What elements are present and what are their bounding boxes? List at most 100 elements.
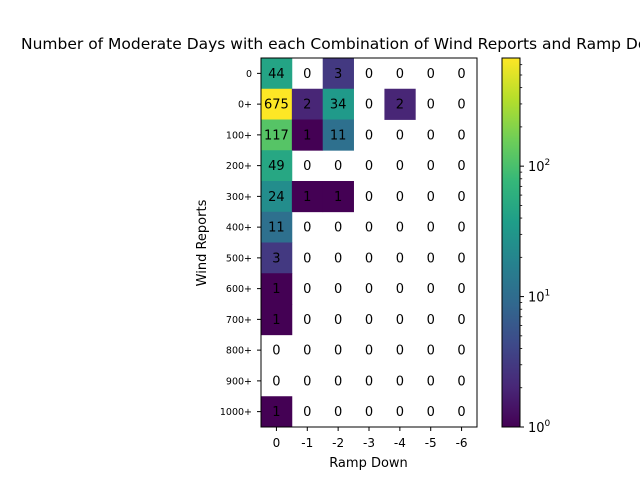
y-axis-label: Wind Reports xyxy=(195,199,210,286)
cell-value-label: 0 xyxy=(427,128,435,143)
cell-value-label: 0 xyxy=(427,159,435,174)
cell-value-label: 34 xyxy=(330,98,347,113)
cell-value-label: 0 xyxy=(457,98,465,113)
y-tick-label: 100+ xyxy=(226,130,252,141)
cell-value-label: 1 xyxy=(272,313,280,328)
heatmap-cell xyxy=(291,88,324,120)
cell-value-label: 44 xyxy=(268,67,285,82)
cell-value-label: 0 xyxy=(457,67,465,82)
cell-value-label: 0 xyxy=(457,251,465,266)
x-tick-label: -4 xyxy=(394,436,406,450)
cell-value-label: 0 xyxy=(365,159,373,174)
cell-value-label: 0 xyxy=(365,282,373,297)
colorbar-tick-label: 102 xyxy=(528,158,550,175)
heatmap-cell xyxy=(261,242,293,274)
cell-value-label: 0 xyxy=(396,344,404,359)
heatmap-cell xyxy=(261,396,293,428)
x-axis-label: Ramp Down xyxy=(329,456,408,471)
heatmap-cell xyxy=(261,211,293,243)
cell-value-label: 0 xyxy=(365,313,373,328)
cell-value-label: 0 xyxy=(396,405,404,420)
cell-value-label: 0 xyxy=(303,405,311,420)
cell-value-label: 0 xyxy=(427,98,435,113)
heatmap-cell xyxy=(322,181,354,213)
cell-value-label: 0 xyxy=(365,344,373,359)
heatmap-cell xyxy=(322,58,354,90)
cell-value-label: 0 xyxy=(427,67,435,82)
cell-value-label: 0 xyxy=(427,190,435,205)
cell-value-label: 0 xyxy=(396,221,404,236)
cell-value-label: 0 xyxy=(365,405,373,420)
cell-value-label: 0 xyxy=(457,221,465,236)
cell-value-label: 675 xyxy=(264,98,289,113)
heatmap-cell xyxy=(261,119,293,151)
cell-value-label: 1 xyxy=(272,405,280,420)
colorbar: 100 101 102 xyxy=(501,57,551,436)
heatmap-cell xyxy=(261,58,293,90)
chart-title: Number of Moderate Days with each Combin… xyxy=(21,35,640,53)
cell-value-label: 0 xyxy=(396,251,404,266)
y-tick-label: 0 xyxy=(246,69,252,80)
cell-value-label: 0 xyxy=(365,374,373,389)
cell-value-label: 0 xyxy=(334,313,342,328)
colorbar-gradient xyxy=(501,57,521,428)
cell-value-label: 0 xyxy=(457,313,465,328)
cell-value-label: 0 xyxy=(334,251,342,266)
cell-value-label: 0 xyxy=(334,159,342,174)
cell-value-label: 0 xyxy=(396,190,404,205)
cell-value-label: 0 xyxy=(272,374,280,389)
cell-value-label: 0 xyxy=(365,128,373,143)
cell-value-label: 0 xyxy=(303,221,311,236)
heatmap-cell xyxy=(261,304,293,336)
heatmap-cell xyxy=(261,273,293,305)
cell-value-label: 0 xyxy=(334,221,342,236)
cell-value-label: 24 xyxy=(268,190,285,205)
cell-value-label: 0 xyxy=(303,282,311,297)
cell-value-label: 0 xyxy=(334,344,342,359)
cell-value-label: 0 xyxy=(365,67,373,82)
cell-value-label: 2 xyxy=(396,98,404,113)
cell-value-label: 11 xyxy=(268,221,285,236)
cell-value-label: 0 xyxy=(396,313,404,328)
y-tick-label: 1000+ xyxy=(220,407,252,418)
cell-value-label: 0 xyxy=(365,221,373,236)
heatmap-cell xyxy=(322,119,354,151)
cell-value-label: 0 xyxy=(457,190,465,205)
heatmap-cell xyxy=(384,88,416,120)
cell-value-label: 3 xyxy=(334,67,342,82)
cell-value-label: 0 xyxy=(272,344,280,359)
cell-value-label: 0 xyxy=(334,374,342,389)
heatmap-cell xyxy=(322,88,354,120)
heatmap-cell xyxy=(261,181,293,213)
y-tick-label: 400+ xyxy=(226,223,252,234)
cell-value-label: 0 xyxy=(303,159,311,174)
y-tick-label: 800+ xyxy=(226,346,252,357)
colorbar-tick-label: 101 xyxy=(528,289,550,306)
y-tick-label: 500+ xyxy=(226,253,252,264)
x-tick-label: -6 xyxy=(456,436,468,450)
cell-value-label: 49 xyxy=(268,159,285,174)
x-tick-label: 0 xyxy=(273,436,281,450)
heatmap-cell xyxy=(291,119,324,151)
x-axis-ticks: 0 -1 -2 -3 -4 -5 -6 xyxy=(273,427,468,450)
cell-value-label: 0 xyxy=(365,98,373,113)
cell-value-label: 0 xyxy=(457,282,465,297)
y-tick-label: 700+ xyxy=(226,315,252,326)
cell-value-label: 0 xyxy=(457,159,465,174)
cell-value-label: 1 xyxy=(334,190,342,205)
x-tick-label: -1 xyxy=(301,436,313,450)
colorbar-tick-label: 100 xyxy=(528,419,551,436)
y-tick-label: 0+ xyxy=(238,100,252,111)
cell-value-label: 1 xyxy=(303,128,311,143)
cell-value-label: 1 xyxy=(303,190,311,205)
y-tick-label: 300+ xyxy=(226,192,252,203)
y-tick-label: 900+ xyxy=(226,376,252,387)
cell-value-label: 0 xyxy=(427,405,435,420)
cell-value-label: 0 xyxy=(427,282,435,297)
cell-value-label: 3 xyxy=(272,251,280,266)
y-tick-label: 200+ xyxy=(226,161,252,172)
cell-value-label: 0 xyxy=(334,282,342,297)
cell-value-label: 0 xyxy=(457,374,465,389)
cell-value-label: 11 xyxy=(330,128,347,143)
